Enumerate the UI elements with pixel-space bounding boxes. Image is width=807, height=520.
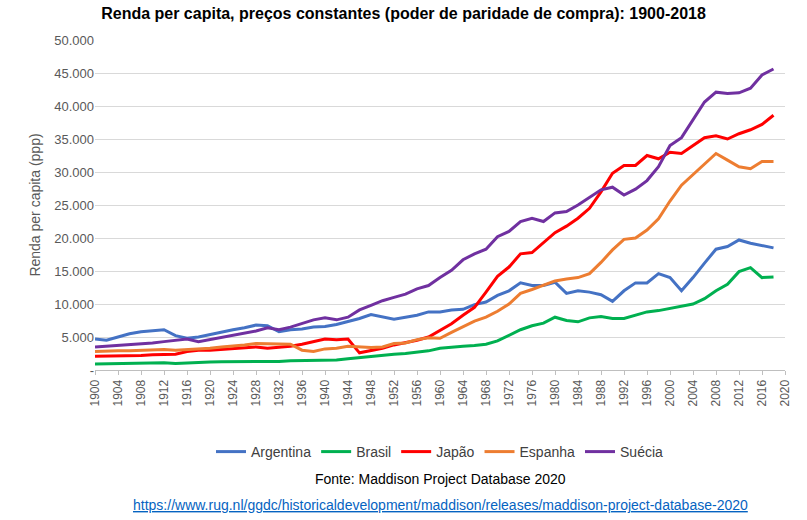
- svg-text:1940: 1940: [318, 379, 332, 406]
- svg-text:1980: 1980: [548, 379, 562, 406]
- svg-text:Suécia: Suécia: [620, 444, 663, 460]
- svg-text:50.000: 50.000: [54, 33, 94, 48]
- svg-text:30.000: 30.000: [54, 165, 94, 180]
- svg-text:1944: 1944: [341, 379, 355, 406]
- svg-text:1992: 1992: [617, 379, 631, 406]
- svg-text:25.000: 25.000: [54, 198, 94, 213]
- svg-text:1996: 1996: [640, 379, 654, 406]
- svg-text:Fonte: Maddison Project Databa: Fonte: Maddison Project Database 2020: [315, 471, 566, 487]
- svg-text:1908: 1908: [134, 379, 148, 406]
- svg-text:1936: 1936: [295, 379, 309, 406]
- svg-text:Renda per capita (ppp): Renda per capita (ppp): [27, 133, 43, 276]
- svg-text:35.000: 35.000: [54, 132, 94, 147]
- svg-text:1948: 1948: [364, 379, 378, 406]
- svg-text:2004: 2004: [686, 379, 700, 406]
- svg-text:Renda per capita, preços const: Renda per capita, preços constantes (pod…: [101, 5, 706, 22]
- svg-text:1956: 1956: [410, 379, 424, 406]
- svg-text:10.000: 10.000: [54, 297, 94, 312]
- svg-text:Espanha: Espanha: [520, 444, 575, 460]
- svg-text:1960: 1960: [433, 379, 447, 406]
- svg-text:-: -: [90, 363, 94, 378]
- svg-text:1928: 1928: [249, 379, 263, 406]
- svg-text:https://www.rug.nl/ggdc/histor: https://www.rug.nl/ggdc/historicaldevelo…: [133, 497, 748, 513]
- svg-text:1912: 1912: [157, 379, 171, 406]
- svg-text:2016: 2016: [755, 379, 769, 406]
- svg-text:1972: 1972: [502, 379, 516, 406]
- svg-text:20.000: 20.000: [54, 231, 94, 246]
- svg-text:1968: 1968: [479, 379, 493, 406]
- svg-text:1904: 1904: [111, 379, 125, 406]
- svg-text:1988: 1988: [594, 379, 608, 406]
- svg-text:2008: 2008: [709, 379, 723, 406]
- svg-text:1920: 1920: [203, 379, 217, 406]
- svg-text:45.000: 45.000: [54, 66, 94, 81]
- svg-text:1924: 1924: [226, 379, 240, 406]
- svg-text:1932: 1932: [272, 379, 286, 406]
- svg-text:1984: 1984: [571, 379, 585, 406]
- svg-text:Brasil: Brasil: [356, 444, 391, 460]
- svg-text:15.000: 15.000: [54, 264, 94, 279]
- svg-text:5.000: 5.000: [61, 330, 94, 345]
- svg-text:2012: 2012: [732, 379, 746, 406]
- svg-text:1900: 1900: [88, 379, 102, 406]
- svg-text:2000: 2000: [663, 379, 677, 406]
- svg-text:Argentina: Argentina: [251, 444, 311, 460]
- svg-text:2020: 2020: [778, 379, 792, 406]
- svg-text:Japão: Japão: [436, 444, 474, 460]
- svg-text:1964: 1964: [456, 379, 470, 406]
- svg-text:1976: 1976: [525, 379, 539, 406]
- svg-text:40.000: 40.000: [54, 99, 94, 114]
- svg-text:1916: 1916: [180, 379, 194, 406]
- svg-text:1952: 1952: [387, 379, 401, 406]
